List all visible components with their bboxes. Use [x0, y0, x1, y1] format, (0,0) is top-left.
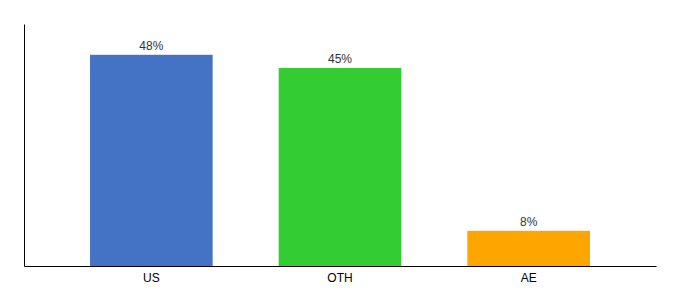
- data-label: 45%: [328, 52, 352, 66]
- x-tick-label: AE: [521, 271, 537, 285]
- bar: [90, 55, 213, 266]
- bar: [467, 231, 590, 266]
- x-tick-label: US: [143, 271, 160, 285]
- x-tick: US: [143, 266, 160, 285]
- x-tick-label: OTH: [327, 271, 352, 285]
- chart: US OTH AE 48% 45% 8%: [0, 0, 680, 300]
- bars: [90, 55, 590, 266]
- chart-container: US OTH AE 48% 45% 8%: [0, 0, 680, 300]
- data-label: 8%: [520, 215, 538, 229]
- data-labels: 48% 45% 8%: [139, 39, 537, 229]
- x-axis-line: [25, 266, 657, 267]
- bar: [279, 68, 402, 266]
- y-axis-line: [24, 25, 25, 267]
- x-axis: US OTH AE: [25, 266, 657, 285]
- data-label: 48%: [139, 39, 163, 53]
- plot: US OTH AE 48% 45% 8%: [25, 25, 657, 285]
- y-axis: [24, 25, 25, 267]
- x-tick: OTH: [327, 266, 352, 285]
- x-tick: AE: [521, 266, 537, 285]
